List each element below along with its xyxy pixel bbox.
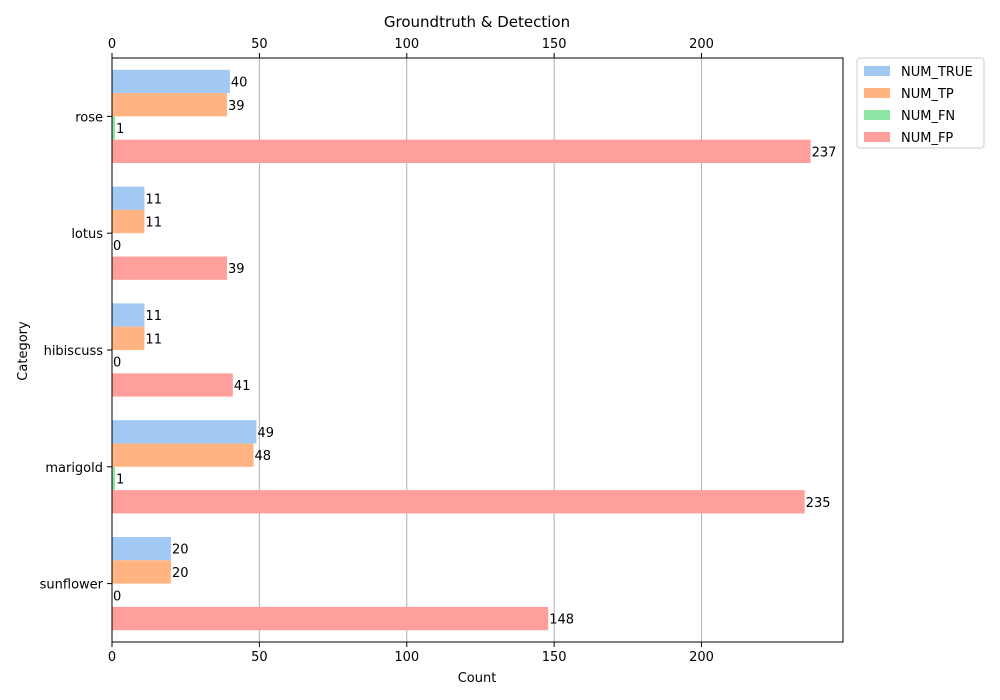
bars — [112, 69, 811, 631]
legend-swatch — [864, 88, 890, 98]
bar — [112, 209, 145, 234]
bar-value-label: 39 — [228, 262, 245, 277]
bar — [112, 490, 805, 514]
bar — [112, 69, 230, 94]
x-tick-label: 200 — [689, 650, 714, 665]
bar-value-label: 39 — [228, 99, 245, 114]
bar-value-label: 1 — [116, 122, 124, 137]
bar — [112, 326, 145, 350]
legend-label: NUM_FN — [901, 109, 955, 124]
legend-swatch — [864, 132, 890, 142]
legend: NUM_TRUE NUM_TP NUM_FN NUM_FP — [856, 57, 985, 149]
bar — [112, 116, 115, 140]
x-top-tick-label: 200 — [689, 37, 714, 52]
legend-label: NUM_TP — [901, 87, 954, 102]
x-top-tick-label: 0 — [108, 37, 116, 52]
bar — [112, 560, 171, 584]
bar-value-label: 48 — [254, 449, 271, 464]
x-tick-label: 0 — [108, 650, 116, 665]
bar — [112, 466, 115, 491]
bar-value-label: 20 — [172, 543, 189, 558]
bar-value-label: 11 — [145, 332, 162, 347]
x-top-tick-label: 150 — [542, 37, 567, 52]
bar-value-label: 148 — [549, 613, 574, 628]
x-tick-label: 100 — [394, 650, 419, 665]
bar — [112, 443, 254, 467]
y-tick-label: hibiscuss — [44, 344, 104, 359]
bar — [112, 303, 145, 327]
y-tick-label: lotus — [71, 227, 103, 242]
bar-value-label: 11 — [145, 216, 162, 231]
bar-value-label: 235 — [806, 496, 831, 511]
legend-label: NUM_FP — [901, 131, 953, 146]
bar-value-label: 40 — [231, 75, 248, 90]
bar-value-label: 20 — [172, 566, 189, 581]
x-tick-label: 50 — [251, 650, 268, 665]
bar — [112, 373, 233, 397]
bar-value-label: 1 — [116, 472, 124, 487]
bar — [112, 139, 811, 163]
bar — [112, 256, 227, 280]
x-axis-label: Count — [458, 671, 497, 686]
bar-value-label: 237 — [812, 145, 837, 160]
bar-value-label: 0 — [113, 239, 121, 254]
y-axis-label: Category — [16, 321, 31, 381]
bar — [112, 537, 171, 561]
legend-swatch — [864, 110, 890, 120]
x-top-tick-label: 100 — [394, 37, 419, 52]
x-top-tick-label: 50 — [251, 37, 268, 52]
y-tick-label: sunflower — [40, 578, 104, 593]
x-tick-label: 150 — [542, 650, 567, 665]
bar — [112, 93, 227, 117]
bar-value-label: 41 — [234, 379, 251, 394]
axis-ticks: 005050100100150150200200roselotushibiscu… — [40, 37, 714, 665]
bar-value-label: 49 — [257, 426, 274, 441]
legend-label: NUM_TRUE — [901, 65, 973, 80]
bar-value-label: 0 — [113, 589, 121, 604]
bar — [112, 186, 145, 210]
data-labels: 40 39 1 237 11 11 0 39 11 11 0 41 49 48 1 235 20 20 0 148 — [113, 75, 836, 627]
bar — [112, 606, 549, 631]
legend-box — [856, 57, 985, 149]
bar-value-label: 11 — [145, 309, 162, 324]
bar-value-label: 11 — [145, 192, 162, 207]
bar-value-label: 0 — [113, 356, 121, 371]
legend-swatch — [864, 66, 890, 76]
y-tick-label: marigold — [45, 461, 103, 476]
bar — [112, 420, 257, 444]
chart-title: Groundtruth & Detection — [384, 13, 570, 31]
y-tick-label: rose — [75, 110, 103, 125]
